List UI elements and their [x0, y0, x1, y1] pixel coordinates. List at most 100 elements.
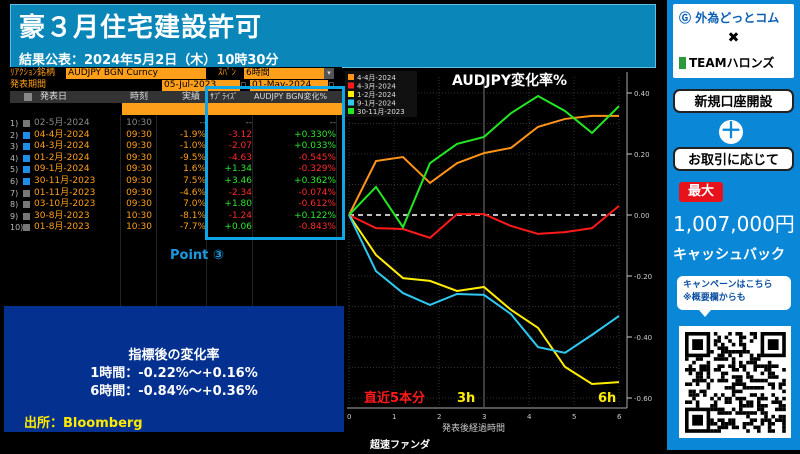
row-checkbox[interactable]	[23, 201, 30, 209]
col-actual[interactable]: 実績	[182, 92, 201, 102]
col-surprise[interactable]: ｻﾌﾟﾗｲｽﾞ	[210, 92, 238, 101]
select-all-checkbox[interactable]	[24, 93, 32, 101]
row-checkbox[interactable]	[23, 212, 30, 220]
x-tick-label: 0	[347, 413, 351, 421]
row-checkbox[interactable]	[23, 131, 30, 139]
column-divider	[206, 115, 207, 395]
column-divider	[120, 115, 121, 395]
table-row[interactable]: 4) 01-2月-2024 09:30 -9.5% -4.63 -0.545%	[10, 153, 342, 164]
row-actual: 7.5%	[183, 176, 206, 186]
row-time: 10:30	[126, 210, 152, 221]
reaction-ticker-field[interactable]: AUDJPY BGN Curncy	[66, 68, 206, 79]
row-change: -0.545%	[298, 152, 336, 163]
row-change: +0.122%	[294, 210, 336, 221]
row-index: 9)	[10, 211, 19, 221]
reaction-label: ﾘｱｸｼｮﾝ銘柄	[10, 68, 56, 78]
row-time: 09:30	[126, 129, 152, 140]
row-index: 6)	[10, 177, 19, 186]
period-to-field[interactable]: 01-May-2024	[250, 80, 328, 91]
plus-icon: ＋	[719, 119, 743, 144]
row-actual: -1.9%	[179, 129, 206, 140]
g-logo-icon: Ⓖ	[679, 11, 696, 25]
table-row[interactable]: 3) 04-3月-2024 09:30 -1.0% -2.07 +0.033%	[10, 141, 342, 152]
row-checkbox[interactable]	[23, 178, 30, 185]
campaign-text: キャンペーンはこちら	[683, 280, 773, 290]
line-chart: 0.40 0.20 0.00 -0.20 -0.40 -0.60 0 1 2 3 4 5 6 発表後経過時…	[345, 71, 652, 434]
trade-pill[interactable]: お取引に応じて	[673, 147, 794, 171]
row-surprise: -1.24	[228, 210, 252, 221]
span-dropdown-arrow-icon[interactable]: ▾	[324, 68, 334, 79]
row-index: 8)	[10, 200, 19, 210]
legend-label: 1-2月-2024	[357, 91, 396, 99]
col-time[interactable]: 時刻	[130, 92, 149, 102]
row-checkbox[interactable]	[23, 154, 30, 162]
new-account-pill[interactable]: 新規口座開設	[673, 89, 794, 113]
row-change: +0.033%	[294, 141, 336, 152]
qr-code-icon	[685, 332, 786, 433]
table-row[interactable]: 7) 01-11月-2023 09:30 -4.6% -2.34 -0.074%	[10, 188, 342, 199]
legend-label: 4-4月-2024	[357, 74, 396, 82]
table-row[interactable]: 9) 30-8月-2023 10:30 -8.1% -1.24 +0.122%	[10, 211, 342, 222]
col-change[interactable]: AUDJPY BGN変化%	[254, 92, 328, 101]
label-3h: 3h	[457, 391, 475, 406]
col-date[interactable]: 発表日	[40, 92, 68, 102]
summary-1h: 1時間：-0.22%～+0.16%	[90, 366, 258, 381]
calendar-icon[interactable]: ▫	[328, 80, 335, 90]
legend-swatch	[348, 108, 354, 114]
table-row[interactable]: 2) 04-4月-2024 09:30 -1.9% -3.12 +0.330%	[10, 130, 342, 141]
table-row[interactable]: 10) 01-8月-2023 10:30 -7.7% +0.06 -0.843%	[10, 222, 342, 233]
row-date: 30-8月-2023	[34, 210, 90, 221]
row-date: 01-11月-2023	[34, 187, 96, 198]
y-tick-label: 0.00	[634, 212, 650, 220]
y-tick-label: 0.40	[634, 90, 650, 98]
table-row[interactable]: 8) 03-10月-2023 09:30 7.0% +1.80 -0.612%	[10, 199, 342, 210]
row-index: 10)	[10, 223, 24, 233]
table-row[interactable]: 5) 09-1月-2024 09:30 1.6% +1.34 -0.329%	[10, 164, 342, 175]
cashback-label: キャッシュバック	[673, 247, 785, 263]
period-from-field[interactable]: 05-Jul-2023	[162, 80, 240, 91]
row-actual: -4.6%	[179, 187, 206, 198]
row-actual: -7.7%	[179, 222, 206, 233]
row-surprise: +1.34	[224, 164, 252, 175]
recent5-label: 直近5本分	[364, 390, 425, 406]
team-harons-logo: TEAMハロンズ	[679, 54, 774, 71]
change-rate-chart: 0.40 0.20 0.00 -0.20 -0.40 -0.60 0 1 2 3 4 5 6 発表後経過時…	[342, 67, 654, 450]
series-line	[348, 214, 620, 354]
row-actual: -8.1%	[179, 210, 206, 221]
row-checkbox[interactable]	[23, 120, 30, 127]
calendar-icon[interactable]: ▫	[240, 80, 247, 90]
qr-code[interactable]	[679, 326, 791, 438]
row-checkbox[interactable]	[23, 224, 30, 232]
table-row[interactable]: 6) 30-11月-2023 09:30 7.5% +3.46 +0.362%	[10, 176, 342, 187]
row-checkbox[interactable]	[23, 189, 30, 197]
span-select[interactable]: 6時間	[244, 68, 324, 79]
row-actual: --	[199, 118, 207, 128]
row-date: 03-10月-2023	[34, 199, 96, 210]
point-annotation: Point ③	[170, 248, 224, 263]
table-row[interactable]: 1) 02-5月-2024 10:30 -- -- --	[10, 118, 342, 129]
x-tick-label: 4	[527, 413, 532, 421]
summary-6h: 6時間：-0.84%～+0.36%	[90, 384, 258, 399]
row-checkbox[interactable]	[23, 143, 30, 151]
cross-icon: ✖	[727, 30, 740, 46]
row-time: 09:30	[126, 141, 152, 152]
y-tick-label: -0.40	[634, 334, 652, 342]
legend-label: 4-3月-2024	[357, 83, 396, 91]
x-tick-label: 6	[617, 413, 622, 421]
chart-title: AUDJPY変化率%	[452, 72, 567, 89]
legend	[345, 71, 417, 117]
x-axis-label: 発表後経過時間	[442, 422, 505, 434]
row-surprise: -2.34	[228, 187, 252, 198]
campaign-note: ※概要欄からも	[683, 293, 746, 303]
row-change: --	[329, 118, 337, 128]
x-tick-label: 1	[392, 413, 396, 421]
column-divider	[336, 115, 337, 395]
row-checkbox[interactable]	[23, 166, 30, 174]
row-actual: -1.0%	[179, 141, 206, 152]
row-date: 04-3月-2024	[34, 141, 90, 152]
ad-logo-box[interactable]: Ⓖ 外為どっとコム ✖ TEAMハロンズ	[673, 4, 794, 78]
series-line	[348, 214, 620, 385]
highlight-frame	[205, 86, 345, 240]
row-date: 09-1月-2024	[34, 164, 90, 175]
campaign-bubble[interactable]: キャンペーンはこちら ※概要欄からも	[677, 276, 791, 317]
